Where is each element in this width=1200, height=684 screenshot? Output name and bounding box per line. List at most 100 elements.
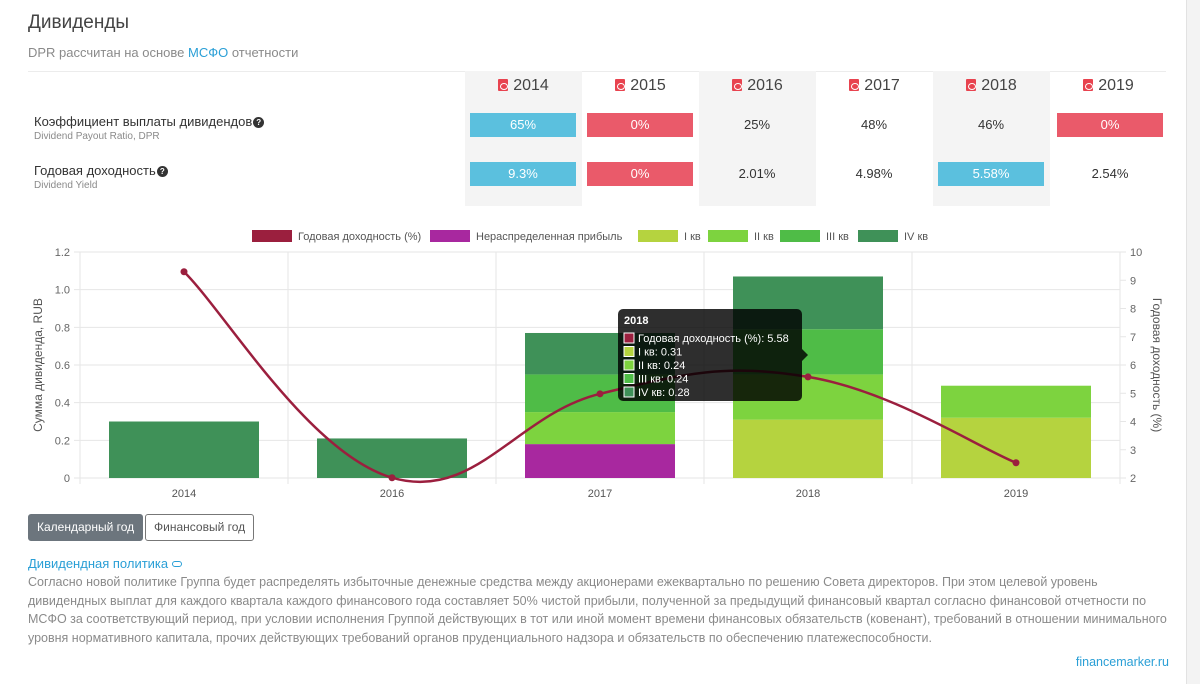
tooltip-swatch (623, 373, 635, 384)
pdf-icon[interactable] (615, 79, 626, 91)
yield-point (1012, 459, 1020, 467)
y2-tick-label: 8 (1130, 304, 1136, 316)
legend-label: III кв (826, 231, 849, 243)
yield-cell-2016: 2.01% (738, 166, 776, 181)
page-title: Дивиденды (28, 12, 130, 33)
dividend-chart: Годовая доходность (%) Нераспределенная п… (31, 230, 1164, 500)
dividend-policy-title[interactable]: Дивидендная политика (28, 556, 169, 571)
dpr-cell-2014: 65% (470, 113, 576, 137)
financemarker-link[interactable]: financemarker.ru (1075, 655, 1169, 669)
legend-label: IV кв (904, 231, 928, 243)
bar-segment (941, 417, 1091, 478)
year-label: 2015 (630, 77, 666, 94)
pdf-icon[interactable] (966, 79, 977, 91)
tooltip-swatch (623, 359, 635, 371)
year-label: 2016 (747, 77, 783, 94)
year-header-2015[interactable]: 2015 (582, 77, 699, 97)
yield-label: Годовая доходность (34, 163, 156, 178)
help-icon[interactable]: ? (156, 166, 168, 177)
link-icon[interactable] (172, 561, 183, 567)
year-label: 2017 (864, 77, 900, 94)
yield-point (388, 474, 396, 482)
dpr-cell-2018: 46% (977, 117, 1005, 132)
y-tick-label: 1.2 (55, 247, 70, 259)
calendar-year-button[interactable]: Календарный год (28, 514, 144, 541)
bar-segment (317, 438, 467, 478)
tooltip-swatch (623, 346, 635, 357)
pdf-icon[interactable] (1083, 79, 1094, 91)
dpr-cell-2017: 48% (860, 117, 888, 132)
pdf-icon[interactable] (849, 79, 860, 91)
pdf-icon[interactable] (732, 79, 743, 91)
tooltip-swatch (623, 386, 635, 398)
dividend-policy-text: Согласно новой политике Группа будет рас… (28, 575, 1167, 645)
x-tick-label: 2017 (588, 488, 612, 500)
dpr-cell-2015: 0% (587, 113, 693, 137)
tooltip-line: II кв: 0.24 (638, 360, 685, 372)
legend-label: Годовая доходность (%) (298, 231, 421, 243)
x-tick-label: 2019 (1004, 488, 1028, 500)
y2-tick-label: 2 (1130, 473, 1136, 485)
yield-cell-2017: 4.98% (855, 166, 893, 181)
legend-label: Нераспределенная прибыль (476, 231, 623, 243)
header-divider (28, 71, 1166, 72)
tooltip-swatch (623, 332, 635, 344)
y-axis-label: Сумма дивиденда, RUB (31, 298, 45, 432)
chart-legend: Годовая доходность (%) Нераспределенная п… (252, 230, 928, 243)
y2-tick-label: 10 (1130, 247, 1142, 259)
bar-segment (525, 412, 675, 445)
tooltip-line: IV кв: 0.28 (638, 387, 690, 399)
yield-cell-2015: 0% (587, 162, 693, 186)
chart-line (180, 268, 1020, 484)
year-label: 2018 (981, 77, 1017, 94)
yield-line (183, 270, 1017, 484)
dpr-cell-2016: 25% (743, 117, 771, 132)
bar-segment (525, 444, 675, 478)
page-scrollbar[interactable] (1186, 0, 1200, 684)
legend-swatch (638, 230, 678, 242)
x-tick-label: 2014 (172, 488, 196, 500)
y2-axis-label: Годовая доходность (%) (1150, 298, 1164, 432)
help-icon[interactable]: ? (253, 117, 265, 128)
legend-swatch (252, 230, 292, 242)
yield-point (596, 390, 604, 398)
tooltip-line: Годовая доходность (%): 5.58 (638, 333, 789, 345)
bar-segment (109, 421, 259, 478)
tooltip-title: 2018 (624, 315, 648, 327)
year-header-2019[interactable]: 2019 (1050, 77, 1167, 97)
y2-tick-label: 7 (1130, 332, 1136, 344)
y-tick-label: 0.6 (55, 360, 70, 372)
year-header-2018[interactable]: 2018 (933, 77, 1050, 97)
yield-cell-2019: 2.54% (1091, 166, 1129, 181)
bar-segment (941, 385, 1091, 418)
row-label-yield: Годовая доходность? (34, 163, 168, 178)
pdf-icon[interactable] (498, 79, 509, 91)
x-tick-label: 2018 (796, 488, 820, 500)
tooltip-caret (802, 349, 808, 361)
year-header-2016[interactable]: 2016 (699, 77, 816, 97)
page-subtitle: DPR рассчитан на основе МСФО отчетности (28, 45, 298, 60)
y-tick-label: 1.0 (55, 285, 70, 297)
dividend-policy-link[interactable]: Дивидендная политика (28, 556, 183, 571)
x-tick-label: 2016 (380, 488, 404, 500)
y-tick-label: 0.4 (55, 398, 70, 410)
bar-segment (733, 419, 883, 478)
chart-tooltip: 2018 Годовая доходность (%): 5.58 I кв: 0.… (618, 309, 808, 401)
legend-swatch (430, 230, 470, 242)
year-header-2014[interactable]: 2014 (465, 77, 582, 97)
y2-tick-label: 4 (1130, 417, 1136, 429)
yield-cell-2018: 5.58% (938, 162, 1044, 186)
msfo-link[interactable]: МСФО (188, 45, 229, 60)
year-label: 2019 (1098, 77, 1134, 94)
year-header-2017[interactable]: 2017 (816, 77, 933, 97)
yield-cell-2014: 9.3% (470, 162, 576, 186)
row-sublabel-yield: Dividend Yield (34, 180, 98, 191)
fiscal-year-button[interactable]: Финансовый год (145, 514, 255, 541)
dpr-label: Коэффициент выплаты дивидендов (34, 114, 253, 129)
y-tick-label: 0 (64, 473, 70, 485)
year-label: 2014 (513, 77, 549, 94)
dpr-cell-2019: 0% (1057, 113, 1163, 137)
tooltip-line: III кв: 0.24 (638, 374, 688, 386)
legend-swatch (858, 230, 898, 242)
y2-tick-label: 9 (1130, 275, 1136, 287)
